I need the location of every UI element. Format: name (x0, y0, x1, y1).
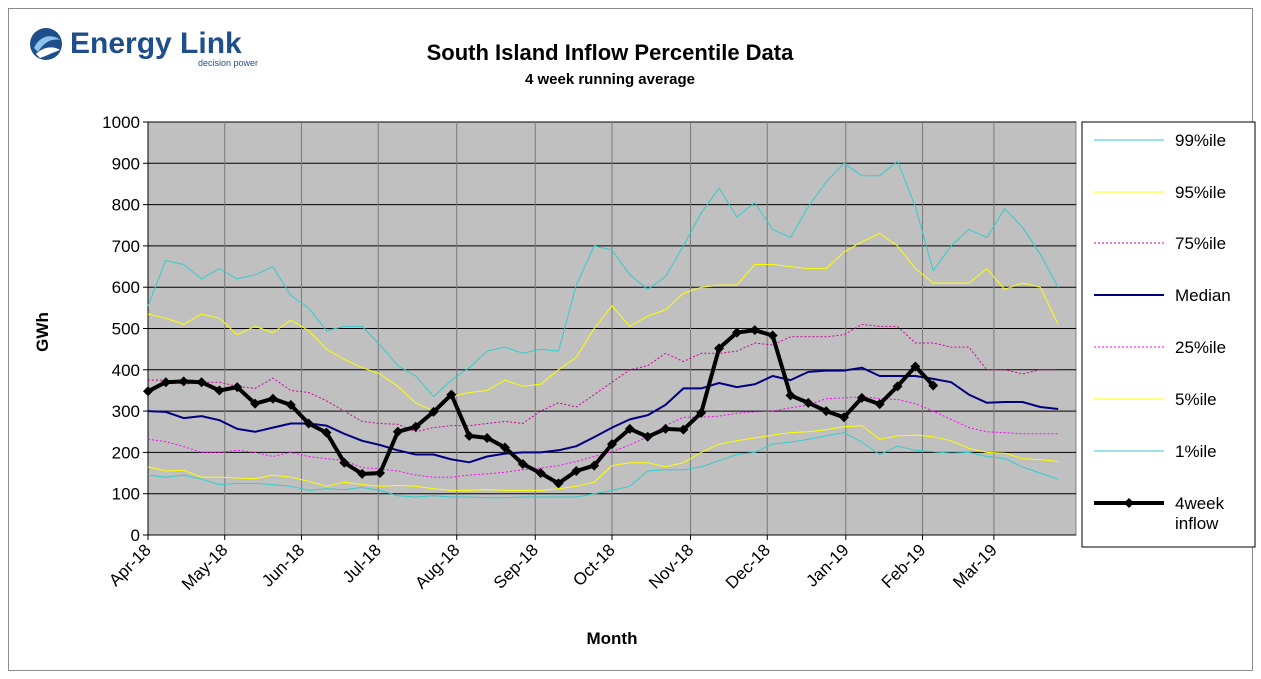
chart-subtitle: 4 week running average (524, 71, 696, 88)
y-tick-label: 800 (112, 196, 140, 215)
series-line-4 (147, 396, 1059, 478)
inflow-point (731, 327, 742, 338)
inflow-point (446, 389, 457, 400)
inflow-point (535, 468, 546, 479)
y-tick-label: 400 (112, 361, 140, 380)
legend-label: 1%ile (1175, 442, 1217, 461)
inflow-point (714, 343, 725, 354)
y-tick-label: 700 (112, 237, 140, 256)
inflow-point (196, 377, 207, 388)
inflow-point (232, 382, 243, 393)
x-tick-label: Mar-19 (949, 540, 1001, 592)
legend-label: Median (1175, 286, 1231, 305)
inflow-point (874, 399, 885, 410)
inflow-point (571, 465, 582, 476)
inflow-point (428, 406, 439, 417)
inflow-point (696, 407, 707, 418)
inflow-point (410, 421, 421, 432)
x-axis-title: Month (587, 629, 638, 648)
inflow-point (250, 398, 261, 409)
inflow-point (339, 457, 350, 468)
legend: 99%ile 95%ile 75%ile Median 25%ile 5%ile 1%ile… (1081, 121, 1256, 548)
series-line-1 (147, 233, 1059, 412)
x-tick-label: Jul-18 (339, 540, 385, 586)
inflow-point (660, 423, 671, 434)
series-lines (143, 160, 1059, 499)
inflow-point (892, 381, 903, 392)
x-tick-label: Oct-18 (569, 540, 619, 590)
legend-label: 95%ile (1175, 183, 1226, 202)
x-tick-label: Jun-18 (258, 540, 308, 590)
y-tick-label: 200 (112, 443, 140, 462)
inflow-point (767, 330, 778, 341)
logo-brand-text: Energy Link (70, 27, 242, 60)
inflow-point (357, 468, 368, 479)
x-tick-label: Feb-19 (878, 540, 930, 592)
inflow-point (464, 430, 475, 441)
inflow-point (143, 386, 153, 397)
x-tick-label: Nov-18 (645, 540, 697, 592)
inflow-point (178, 376, 189, 387)
y-tick-label: 1000 (102, 113, 140, 132)
legend-label: 75%ile (1175, 234, 1226, 253)
x-tick-label: Jan-19 (802, 540, 852, 590)
y-tick-label: 500 (112, 320, 140, 339)
inflow-point (214, 385, 225, 396)
legend-label: inflow (1175, 514, 1219, 533)
y-tick-label: 600 (112, 278, 140, 297)
x-tick-label: May-18 (178, 540, 232, 594)
y-axis-ticks: 0 100 200 300 400 500 600 700 800 900 1000 (102, 113, 148, 545)
legend-label: 5%ile (1175, 390, 1217, 409)
x-tick-label: Sep-18 (490, 540, 542, 592)
inflow-point (749, 325, 760, 336)
inflow-point (821, 406, 832, 417)
inflow-point (375, 468, 385, 479)
energy-link-logo: Energy Link decision power (30, 27, 258, 68)
inflow-point (910, 361, 921, 372)
x-tick-label: Aug-18 (411, 540, 463, 592)
inflow-point (839, 412, 849, 423)
inflow-point (928, 380, 939, 391)
y-tick-label: 100 (112, 485, 140, 504)
inflow-point (392, 426, 403, 437)
legend-label: 25%ile (1175, 338, 1226, 357)
legend-marker (1124, 498, 1134, 508)
series-line-0 (147, 160, 1059, 398)
inflow-point (267, 393, 278, 404)
series-line-6 (147, 432, 1059, 499)
logo-tagline-text: decision power (198, 58, 258, 68)
series-line-5 (147, 425, 1059, 491)
swirl-icon (30, 28, 62, 60)
x-tick-label: Apr-18 (105, 540, 155, 590)
inflow-point (285, 399, 296, 410)
inflow-point (642, 431, 653, 442)
inflow-point (624, 423, 635, 434)
inflow-point (321, 427, 332, 438)
inflow-point (589, 460, 600, 471)
inflow-point (553, 478, 564, 489)
y-tick-label: 900 (112, 154, 140, 173)
inflow-point (499, 442, 510, 453)
inflow-point (160, 377, 171, 388)
x-tick-label: Dec-18 (722, 540, 774, 592)
inflow-point (678, 424, 689, 435)
inflow-point (303, 418, 314, 429)
y-axis-title: GWh (33, 312, 52, 352)
inflow-point (803, 397, 814, 408)
chart-title: South Island Inflow Percentile Data (426, 40, 794, 65)
legend-label: 99%ile (1175, 131, 1226, 150)
inflow-point (517, 458, 528, 469)
x-axis-ticks: Apr-18 May-18 Jun-18 Jul-18 Aug-18 Sep-18 Oct-… (105, 535, 1001, 594)
y-tick-label: 300 (112, 402, 140, 421)
inflow-point (856, 392, 867, 403)
inflow-point (607, 439, 617, 450)
y-tick-label: 0 (131, 526, 140, 545)
inflow-point (785, 390, 796, 401)
legend-label: 4week (1175, 494, 1225, 513)
series-line-2 (148, 323, 1059, 433)
inflow-point (482, 432, 493, 443)
